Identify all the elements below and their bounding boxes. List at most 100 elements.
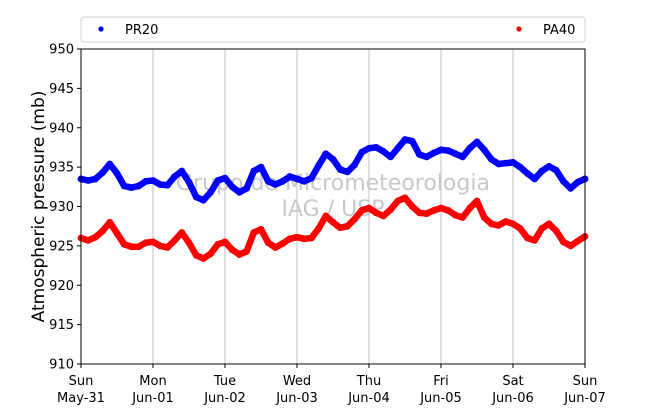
data-point-pr20-32 (308, 174, 315, 182)
data-point-pr20-34 (322, 150, 330, 158)
data-point-pa40-36 (336, 224, 344, 232)
y-tick-label-7: 945 (49, 82, 74, 97)
data-point-pr20-60 (509, 159, 517, 166)
data-point-pa40-11 (156, 242, 164, 250)
data-point-pa40-45 (401, 194, 409, 202)
data-point-pa40-63 (531, 236, 538, 244)
data-point-pr20-23 (243, 184, 251, 192)
y-axis: 910 915 920 925 930 935 940 945 950 (49, 43, 81, 373)
legend-label-pa40: PA40 (543, 23, 575, 38)
data-point-pa40-17 (200, 255, 207, 262)
x-tick-date-6: Jun-06 (491, 391, 534, 406)
data-point-pr20-29 (286, 173, 294, 180)
data-point-pr20-39 (358, 148, 366, 156)
data-point-pr20-69 (574, 178, 582, 186)
data-point-pa40-34 (322, 212, 330, 220)
data-point-pr20-46 (408, 137, 416, 145)
data-point-pr20-15 (185, 178, 193, 186)
y-tick-label-6: 940 (49, 121, 74, 136)
data-point-pa40-4 (106, 218, 114, 226)
data-point-pa40-47 (416, 209, 423, 217)
data-point-pr20-18 (207, 188, 215, 196)
x-tick-date-3: Jun-03 (275, 391, 318, 406)
data-point-pa40-24 (250, 229, 258, 236)
data-point-pa40-33 (315, 225, 322, 232)
data-point-pr20-20 (221, 174, 229, 182)
data-point-pr20-22 (236, 188, 243, 196)
data-point-pa40-23 (243, 247, 251, 255)
legend: PR20 PA40 (80, 16, 586, 43)
data-point-pa40-48 (423, 210, 430, 217)
data-point-pa40-16 (192, 251, 200, 259)
data-point-pa40-64 (538, 225, 546, 232)
data-point-pr20-55 (473, 138, 481, 146)
data-point-pr20-25 (257, 163, 265, 171)
data-point-pr20-8 (135, 182, 143, 190)
data-point-pr20-10 (149, 177, 157, 184)
data-point-pa40-37 (344, 222, 351, 230)
data-point-pa40-53 (459, 214, 466, 221)
data-point-pa40-22 (236, 251, 243, 258)
data-point-pa40-41 (372, 209, 380, 217)
data-point-pa40-43 (387, 206, 394, 214)
series-layer (77, 136, 589, 262)
legend-label-pr20: PR20 (125, 23, 158, 38)
data-point-pa40-5 (113, 229, 121, 237)
x-tick-day-3: Wed (283, 374, 311, 389)
data-point-pa40-6 (120, 240, 128, 248)
data-point-pr20-7 (127, 184, 135, 192)
data-point-pr20-67 (560, 177, 567, 185)
y-tick-label-2: 920 (49, 279, 74, 294)
data-point-pr20-2 (92, 175, 99, 183)
data-point-pr20-11 (156, 181, 164, 188)
data-point-pr20-14 (178, 167, 186, 175)
y-tick-label-4: 930 (49, 200, 74, 215)
x-tick-day-2: Tue (213, 374, 236, 389)
data-point-pa40-42 (380, 212, 387, 220)
data-point-pr20-59 (502, 159, 510, 167)
data-point-pr20-17 (200, 196, 207, 204)
data-point-pr20-13 (171, 173, 179, 180)
data-point-pa40-49 (430, 207, 438, 214)
data-point-pa40-10 (149, 238, 157, 246)
data-point-pa40-57 (488, 220, 495, 228)
data-point-pr20-16 (192, 193, 200, 201)
data-point-pa40-3 (99, 227, 106, 235)
data-point-pr20-42 (380, 147, 387, 155)
y-tick-label-1: 915 (49, 318, 74, 333)
data-point-pa40-46 (408, 203, 416, 210)
data-point-pa40-8 (135, 243, 143, 251)
data-point-pa40-69 (574, 237, 582, 245)
y-axis-label: Atmospheric pressure (mb) (29, 91, 49, 323)
data-point-pa40-14 (178, 229, 186, 236)
data-point-pr20-57 (488, 155, 495, 163)
watermark: Grupo de Micrometeorologia IAG / USP (176, 171, 490, 222)
x-tick-day-0: Sun (69, 374, 94, 389)
data-point-pr20-65 (545, 162, 553, 170)
data-point-pa40-40 (365, 204, 373, 212)
data-point-pa40-50 (437, 204, 445, 212)
data-point-pa40-52 (452, 211, 459, 219)
y-tick-label-8: 950 (49, 43, 74, 58)
data-point-pa40-25 (257, 225, 265, 233)
data-point-pa40-54 (466, 204, 474, 212)
data-point-pa40-30 (293, 233, 301, 241)
x-axis: Sun May-31 Mon Jun-01 Tue Jun-02 Wed Jun-03 Thu J… (57, 364, 606, 406)
data-point-pa40-12 (164, 244, 171, 251)
data-point-pr20-12 (164, 181, 171, 189)
data-point-pa40-35 (329, 218, 337, 226)
data-point-pr20-54 (466, 144, 474, 152)
data-point-pr20-66 (552, 166, 560, 174)
data-point-pa40-58 (495, 222, 502, 229)
series-pa40 (77, 194, 589, 262)
data-point-pr20-56 (480, 146, 488, 154)
x-tick-day-6: Sat (502, 374, 523, 389)
y-tick-label-0: 910 (49, 358, 74, 373)
data-point-pr20-19 (214, 177, 222, 184)
data-point-pr20-45 (401, 136, 409, 143)
data-point-pa40-31 (300, 235, 308, 243)
data-point-pr20-4 (106, 160, 114, 168)
data-point-pr20-31 (300, 177, 308, 185)
